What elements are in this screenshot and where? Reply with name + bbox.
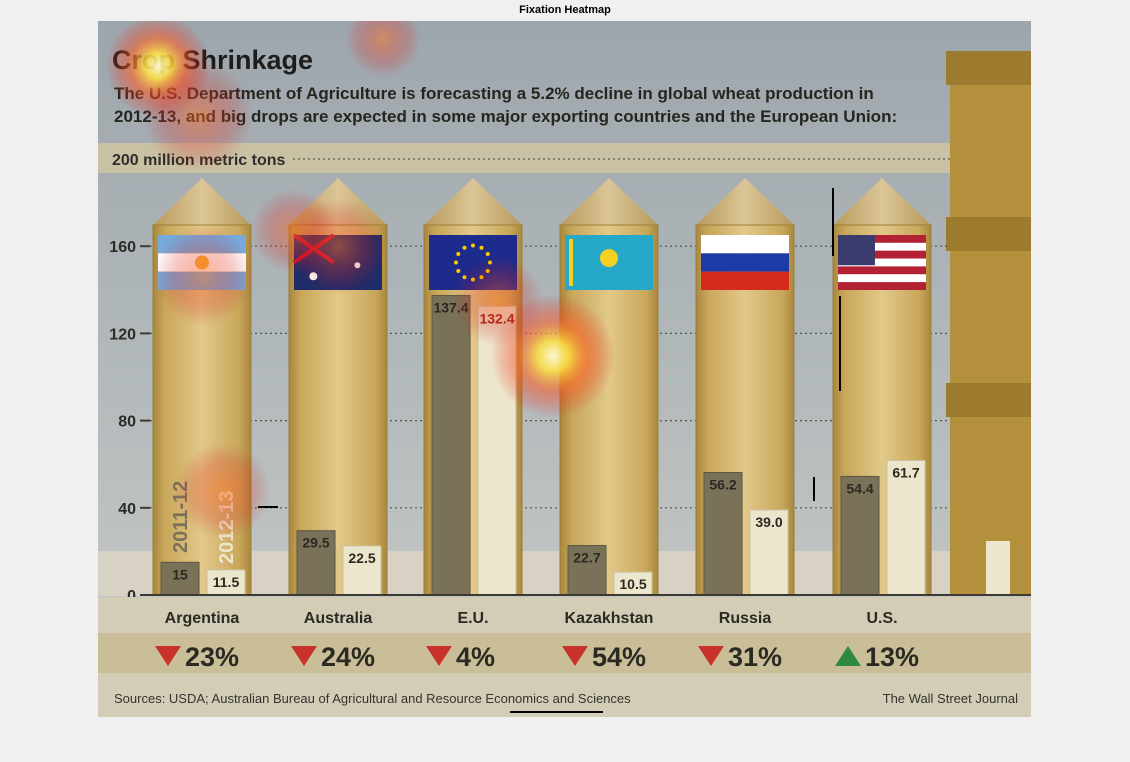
y-tick-label: 0 [127, 588, 136, 605]
flag-icon [838, 235, 926, 290]
flag-stripe [838, 274, 926, 283]
fixation-heatmap-overlay [106, 21, 615, 539]
category-label: U.S. [866, 610, 897, 627]
y-tick-label: 80 [118, 414, 136, 431]
flag-stripe [701, 235, 789, 254]
fixation-blob [153, 226, 253, 326]
down-triangle-icon [426, 646, 452, 666]
sun-icon [600, 249, 618, 268]
flag-stripe [838, 282, 926, 290]
data-label: 22.7 [573, 550, 600, 566]
down-triangle-icon [291, 646, 317, 666]
silo-roof [560, 178, 658, 225]
star-icon [479, 245, 484, 250]
flag-stripe [838, 266, 926, 275]
data-label: 54.4 [846, 480, 873, 496]
flag-stripe [701, 271, 789, 290]
down-triangle-icon [155, 646, 181, 666]
change-label: 54% [592, 642, 646, 672]
flag-icon [701, 235, 789, 290]
change-label: 31% [728, 642, 782, 672]
category-label: Argentina [165, 610, 240, 627]
bar-2012-13 [206, 569, 246, 596]
data-label: 39.0 [755, 514, 782, 530]
silo-roof [424, 178, 522, 225]
window-title: Fixation Heatmap [519, 4, 611, 16]
data-label: 15 [172, 566, 188, 582]
flag-stripe [838, 250, 926, 259]
fixation-blob [290, 198, 386, 294]
y-tick-label: 120 [109, 326, 136, 343]
fixation-blob [345, 21, 421, 77]
change-label: 23% [185, 642, 239, 672]
bar-2012-13 [886, 459, 926, 596]
silo-roof [153, 178, 251, 225]
bar-2011-12 [160, 561, 200, 596]
fixation-blob [175, 443, 271, 539]
chart-svg: 200 million metric tons Crop Shrinkage T… [98, 21, 1031, 717]
down-triangle-icon [562, 646, 588, 666]
data-label: 10.5 [619, 576, 646, 592]
data-label: 56.2 [709, 476, 736, 492]
category-label: E.U. [457, 610, 488, 627]
star-icon [454, 260, 458, 265]
data-label: 29.5 [302, 535, 329, 551]
change-label: 4% [456, 642, 495, 672]
category-label: Kazakhstan [565, 610, 654, 627]
credit-text: The Wall Street Journal [883, 691, 1018, 706]
bar-2011-12 [296, 530, 336, 596]
star-icon [456, 252, 461, 256]
bar-layer: 1511.529.522.5137.4132.422.710.556.239.0… [160, 294, 926, 596]
bar-2012-13 [749, 509, 789, 596]
source-text: Sources: USDA; Australian Bureau of Agri… [114, 691, 631, 706]
source-band [98, 673, 1031, 717]
star-icon [462, 245, 467, 250]
chart-subtitle-line-2: 2012-13, and big drops are expected in s… [114, 107, 897, 126]
fixation-blob [143, 61, 253, 171]
y-tick-label: 40 [118, 501, 136, 518]
star-icon [485, 252, 490, 256]
flag-stripe [838, 258, 926, 267]
data-label: 22.5 [348, 550, 375, 566]
data-label: 11.5 [213, 574, 240, 590]
flag-canton [838, 235, 875, 266]
category-band [98, 597, 1031, 633]
barn-illustration [946, 51, 1031, 595]
label-layer: Argentina 23% Australia 24% E.U. 4% Kazakhstan… [155, 481, 919, 672]
change-label: 13% [865, 642, 919, 672]
data-label: 61.7 [892, 464, 919, 480]
y-tick-label: 160 [109, 239, 136, 256]
flag-ornament [569, 239, 573, 286]
up-triangle-icon [835, 646, 861, 666]
change-label: 24% [321, 642, 375, 672]
flag-stripe [838, 235, 926, 243]
category-label: Australia [304, 610, 373, 627]
down-triangle-icon [698, 646, 724, 666]
change-band [98, 633, 1031, 673]
silo-roof [833, 178, 931, 225]
flag-stripe [838, 242, 926, 251]
bar-2011-12 [431, 294, 471, 596]
flag-stripe [701, 253, 789, 272]
chart-subtitle-line-1: The U.S. Department of Agriculture is fo… [114, 84, 874, 103]
fixation-blob [453, 256, 543, 346]
bar-2011-12 [840, 475, 880, 596]
star-icon [456, 269, 461, 273]
heatmap-figure: 200 million metric tons Crop Shrinkage T… [98, 21, 1031, 717]
silo-kazakhstan [559, 178, 659, 596]
category-label: Russia [719, 610, 772, 627]
star-icon [471, 243, 475, 248]
bar-2011-12 [567, 545, 607, 596]
silo-roof [696, 178, 794, 225]
gaze-path-marks [258, 188, 841, 713]
flag-icon [565, 235, 653, 290]
